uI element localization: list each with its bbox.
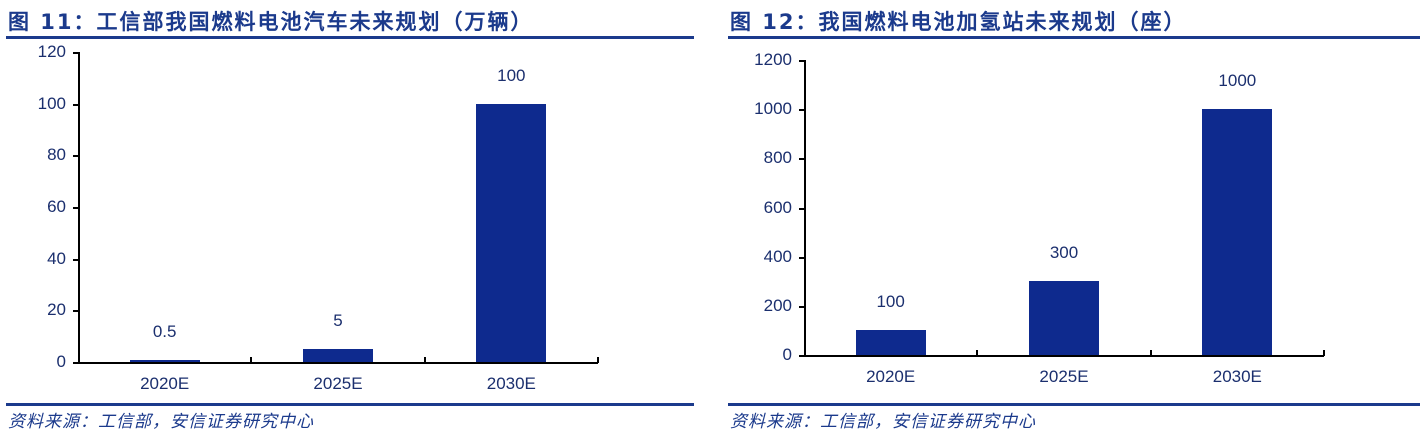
x-tick-label: 2020E: [140, 374, 190, 393]
y-tick-label: 1200: [754, 50, 792, 69]
x-tick: [976, 350, 979, 356]
x-axis: [78, 362, 598, 364]
chart-title: 图 11：工信部我国燃料电池汽车未来规划（万辆）: [8, 10, 534, 34]
y-tick: [73, 103, 78, 106]
y-tick-label: 120: [37, 42, 66, 61]
bar-2030e: [476, 103, 547, 362]
value-label: 5: [333, 311, 343, 331]
value-label: 100: [876, 292, 905, 312]
x-tick: [250, 357, 253, 363]
value-label: 1000: [1218, 71, 1257, 91]
y-tick: [73, 258, 78, 261]
y-tick-label: 100: [37, 93, 66, 113]
x-tick: [1323, 350, 1325, 356]
y-tick: [799, 355, 804, 357]
y-tick-label: 400: [763, 246, 792, 266]
bar-2020e: [855, 330, 926, 355]
chart-title: 图 12：我国燃料电池加氢站未来规划（座）: [730, 10, 1187, 34]
x-tick-label: 2030E: [1212, 367, 1262, 386]
bar-2020e: [129, 360, 200, 362]
y-tick: [73, 362, 78, 364]
y-tick-label: 0: [782, 345, 792, 364]
y-tick-label: 60: [47, 197, 66, 216]
value-label: 100: [497, 65, 526, 85]
title-divider: [728, 36, 1420, 39]
y-tick-label: 40: [47, 248, 66, 268]
source-note: 资料来源：工信部，安信证券研究中心: [730, 412, 1036, 432]
bar-2025e: [303, 349, 373, 362]
x-tick: [423, 357, 426, 363]
y-tick-label: 800: [763, 148, 792, 168]
chart-panel-fuel-cell-vehicles: 图 11：工信部我国燃料电池汽车未来规划（万辆） 0 20 40 60 80 100 120…: [6, 10, 694, 432]
y-tick: [73, 155, 78, 158]
x-tick-label: 2030E: [486, 374, 536, 393]
footer-divider: [728, 403, 1420, 406]
x-tick: [597, 357, 599, 363]
y-tick: [799, 207, 804, 210]
bar-2025e: [1029, 281, 1099, 355]
bar-2030e: [1202, 109, 1273, 355]
footer-divider: [6, 403, 694, 406]
y-axis: [804, 60, 806, 356]
y-tick: [799, 60, 804, 62]
y-tick: [799, 158, 804, 161]
x-tick-label: 2020E: [866, 367, 916, 386]
value-label: 0.5: [152, 322, 177, 341]
y-tick: [73, 207, 78, 209]
y-tick-label: 80: [47, 145, 66, 165]
y-tick-label: 20: [47, 300, 66, 320]
x-tick-label: 2025E: [1039, 367, 1089, 386]
y-tick: [73, 310, 78, 313]
y-tick: [799, 305, 804, 308]
value-label: 300: [1049, 243, 1079, 263]
y-tick: [799, 109, 804, 112]
x-tick-label: 2025E: [313, 374, 363, 393]
y-tick-label: 0: [56, 352, 66, 371]
title-divider: [6, 36, 694, 39]
x-axis: [804, 355, 1324, 357]
source-note: 资料来源：工信部，安信证券研究中心: [8, 412, 314, 432]
y-tick: [73, 52, 78, 54]
y-axis: [78, 52, 80, 363]
y-tick: [799, 256, 804, 259]
y-tick-label: 600: [763, 197, 792, 217]
y-tick-label: 1000: [754, 99, 792, 119]
y-tick-label: 200: [763, 295, 792, 315]
x-tick: [1149, 350, 1152, 356]
chart-panel-hydrogen-stations: 图 12：我国燃料电池加氢站未来规划（座） 0 200 400 600 800 1000 1…: [710, 0, 1420, 438]
